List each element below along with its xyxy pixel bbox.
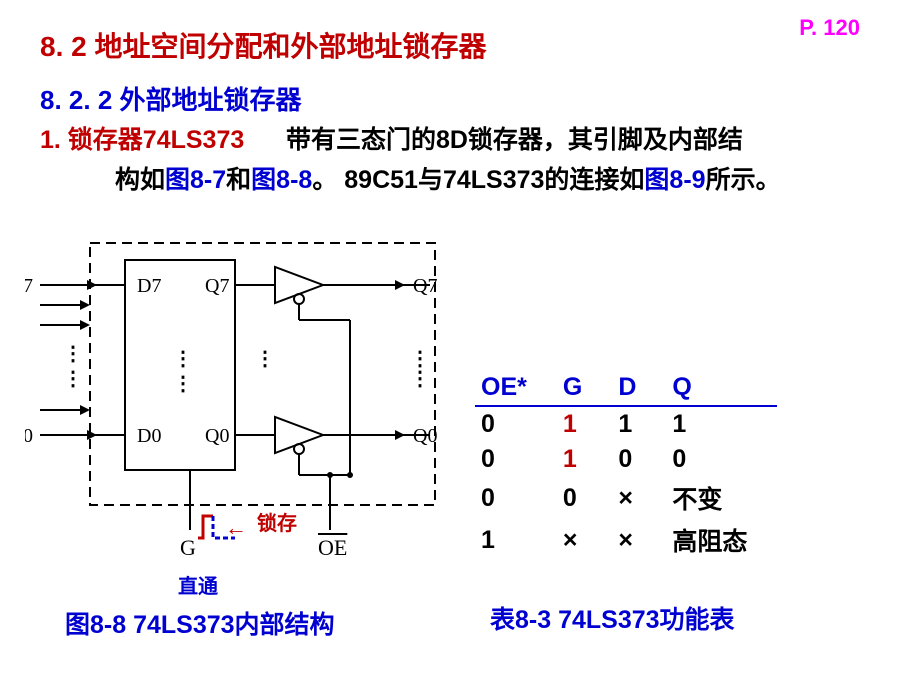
svg-text:⋮: ⋮ bbox=[410, 368, 430, 390]
item-desc-2b: 89C51与74LS373的连接如 bbox=[337, 166, 644, 194]
cell: 0 bbox=[475, 442, 557, 477]
figure-link-8-8: 图8-8 bbox=[251, 166, 312, 194]
truth-table: OE* G D Q 0 1 1 1 0 1 0 0 0 0 × bbox=[475, 370, 777, 561]
table-row: 1 × × 高阻态 bbox=[475, 519, 777, 561]
svg-text:Q7: Q7 bbox=[413, 275, 437, 297]
table-header-row: OE* G D Q bbox=[475, 370, 777, 406]
period: 。 bbox=[312, 166, 337, 194]
cell: × bbox=[557, 519, 612, 561]
item-desc-2a: 构如 bbox=[115, 166, 165, 194]
cell: 不变 bbox=[666, 477, 777, 519]
figure-link-8-7: 图8-7 bbox=[165, 166, 226, 194]
cell: 0 bbox=[612, 442, 666, 477]
header-g: G bbox=[557, 370, 612, 406]
cell: 1 bbox=[666, 406, 777, 442]
direct-label: 直通 bbox=[178, 570, 218, 599]
figure-link-8-9: 图8-9 bbox=[644, 166, 705, 194]
svg-text:Q0: Q0 bbox=[205, 425, 229, 447]
table-row: 0 0 × 不变 bbox=[475, 477, 777, 519]
cell: 0 bbox=[666, 442, 777, 477]
cell: 1 bbox=[557, 406, 612, 442]
svg-text:D0: D0 bbox=[25, 425, 33, 447]
svg-text:⋮: ⋮ bbox=[173, 373, 193, 395]
svg-text:⋮: ⋮ bbox=[255, 348, 275, 370]
cell: 1 bbox=[475, 519, 557, 561]
cell: 1 bbox=[612, 406, 666, 442]
svg-text:Q7: Q7 bbox=[205, 275, 229, 297]
table-row: 0 1 1 1 bbox=[475, 406, 777, 442]
item-desc-2c: 所示。 bbox=[706, 166, 781, 194]
svg-text:D7: D7 bbox=[137, 275, 161, 297]
cell: 高阻态 bbox=[666, 519, 777, 561]
table-caption: 表8-3 74LS373功能表 bbox=[490, 600, 735, 636]
subsection-title: 8. 2. 2 外部地址锁存器 bbox=[40, 80, 302, 117]
and-text: 和 bbox=[226, 166, 251, 194]
cell: 0 bbox=[557, 477, 612, 519]
header-oe: OE* bbox=[475, 370, 557, 406]
latch-label: 锁存 bbox=[257, 507, 297, 536]
figure-caption: 图8-8 74LS373内部结构 bbox=[65, 605, 335, 641]
cell: × bbox=[612, 519, 666, 561]
svg-text:Q0: Q0 bbox=[413, 425, 437, 447]
svg-text:D7: D7 bbox=[25, 275, 33, 297]
table-row: 0 1 0 0 bbox=[475, 442, 777, 477]
svg-text:⋮: ⋮ bbox=[63, 368, 83, 390]
cell: 0 bbox=[475, 406, 557, 442]
item-line-2: 构如图8-7和图8-8。 89C51与74LS373的连接如图8-9所示。 bbox=[115, 160, 781, 196]
header-q: Q bbox=[666, 370, 777, 406]
latch-arrow: ← bbox=[225, 515, 247, 541]
page-reference: P. 120 bbox=[799, 15, 860, 41]
item-number: 1. 锁存器74LS373 bbox=[40, 126, 244, 154]
g-pin-label: G bbox=[180, 535, 196, 561]
cell: 1 bbox=[557, 442, 612, 477]
item-line-1: 1. 锁存器74LS373 带有三态门的8D锁存器，其引脚及内部结 bbox=[40, 120, 743, 156]
svg-text:⋮: ⋮ bbox=[410, 348, 430, 370]
oe-pin-label: OE bbox=[318, 535, 347, 561]
svg-text:D0: D0 bbox=[137, 425, 161, 447]
cell: 0 bbox=[475, 477, 557, 519]
section-title: 8. 2 地址空间分配和外部地址锁存器 bbox=[40, 25, 486, 65]
svg-text:⋮: ⋮ bbox=[173, 348, 193, 370]
svg-text:⋮: ⋮ bbox=[63, 343, 83, 365]
item-desc-1: 带有三态门的8D锁存器，其引脚及内部结 bbox=[286, 126, 743, 154]
cell: × bbox=[612, 477, 666, 519]
header-d: D bbox=[612, 370, 666, 406]
